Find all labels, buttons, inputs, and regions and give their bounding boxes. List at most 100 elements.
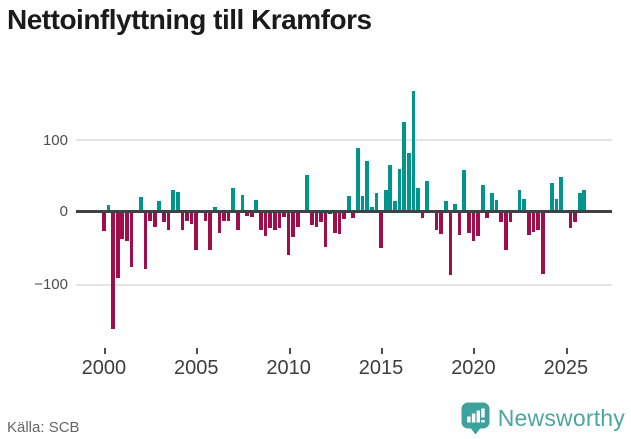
bar (226, 211, 231, 221)
bar (259, 211, 263, 230)
bar (231, 188, 236, 212)
bar (106, 204, 111, 212)
bar (291, 211, 296, 237)
bar (425, 181, 430, 212)
bar (466, 211, 471, 234)
bar (559, 177, 564, 212)
bar (490, 192, 494, 212)
bar (443, 201, 448, 212)
bar (189, 211, 194, 224)
bar (448, 211, 453, 276)
zero-baseline (76, 210, 612, 213)
bar (503, 211, 508, 250)
bar (166, 211, 171, 231)
bar (120, 211, 125, 240)
bar (268, 211, 272, 229)
bar (342, 211, 346, 220)
bar (175, 191, 180, 212)
bar (550, 182, 554, 212)
bar (125, 211, 129, 241)
y-axis-label-100: 100 (42, 132, 68, 149)
bar (152, 211, 157, 228)
bar (171, 190, 175, 212)
x-axis-label: 2000 (81, 357, 127, 379)
bar (162, 211, 166, 223)
bar (296, 211, 300, 227)
bar (319, 211, 323, 222)
bar (356, 148, 360, 212)
y-axis-label-0: 0 (59, 203, 68, 220)
bar (115, 211, 120, 279)
bar (582, 190, 587, 212)
bar (462, 170, 467, 212)
bar (439, 211, 443, 234)
bar (393, 200, 397, 212)
y-axis-label-neg100: −100 (34, 276, 68, 293)
bar (402, 121, 406, 212)
bar (471, 211, 476, 241)
bar (434, 211, 439, 230)
x-axis-tick (196, 348, 199, 354)
bar (420, 211, 425, 219)
bar (369, 207, 374, 212)
bar (508, 211, 513, 222)
bar (568, 211, 573, 229)
bar (379, 211, 383, 248)
bar (203, 211, 208, 221)
bar (240, 194, 245, 212)
x-axis-tick (288, 348, 291, 354)
bar (494, 199, 499, 212)
bar (522, 199, 527, 212)
bar (388, 165, 393, 212)
bar (527, 211, 531, 235)
bar (383, 190, 388, 212)
bar (208, 211, 212, 250)
x-axis-label: 2010 (266, 357, 311, 379)
bar (453, 203, 457, 212)
bar (180, 211, 185, 231)
bar (476, 211, 480, 237)
bar (351, 211, 356, 219)
bar (397, 169, 402, 212)
x-axis-label: 2005 (174, 357, 219, 379)
x-axis-tick (473, 348, 476, 354)
bar (337, 211, 342, 234)
bar (499, 211, 503, 222)
bar (263, 211, 268, 237)
bar (573, 211, 577, 223)
bar (346, 196, 351, 212)
bar (517, 190, 522, 212)
x-axis-label: 2025 (543, 357, 589, 379)
bar (536, 211, 540, 230)
newsworthy-logo[interactable]: Newsworthy (461, 401, 625, 435)
bar (111, 211, 115, 329)
bar (480, 184, 485, 212)
bar (222, 211, 226, 221)
bar (157, 200, 162, 212)
bar (217, 211, 222, 233)
bar (212, 207, 217, 212)
bar (457, 211, 462, 235)
bar (277, 211, 282, 229)
bar (323, 211, 328, 248)
bar (360, 196, 365, 212)
page-title: Nettoinflyttning till Kramfors (7, 4, 372, 35)
x-axis-tick (565, 348, 568, 354)
x-axis-tick (103, 348, 106, 354)
bar (365, 160, 370, 212)
bar (577, 193, 582, 212)
bar (374, 193, 379, 212)
bar (254, 199, 259, 212)
bar (143, 211, 148, 269)
bar (185, 211, 189, 221)
bar (531, 211, 536, 232)
x-axis-label: 2015 (358, 357, 404, 379)
bar (333, 211, 337, 233)
bar (314, 211, 319, 227)
bar (245, 211, 249, 216)
bar (411, 91, 416, 212)
bar (102, 211, 106, 232)
newsworthy-pin-barchart-icon (461, 402, 490, 434)
